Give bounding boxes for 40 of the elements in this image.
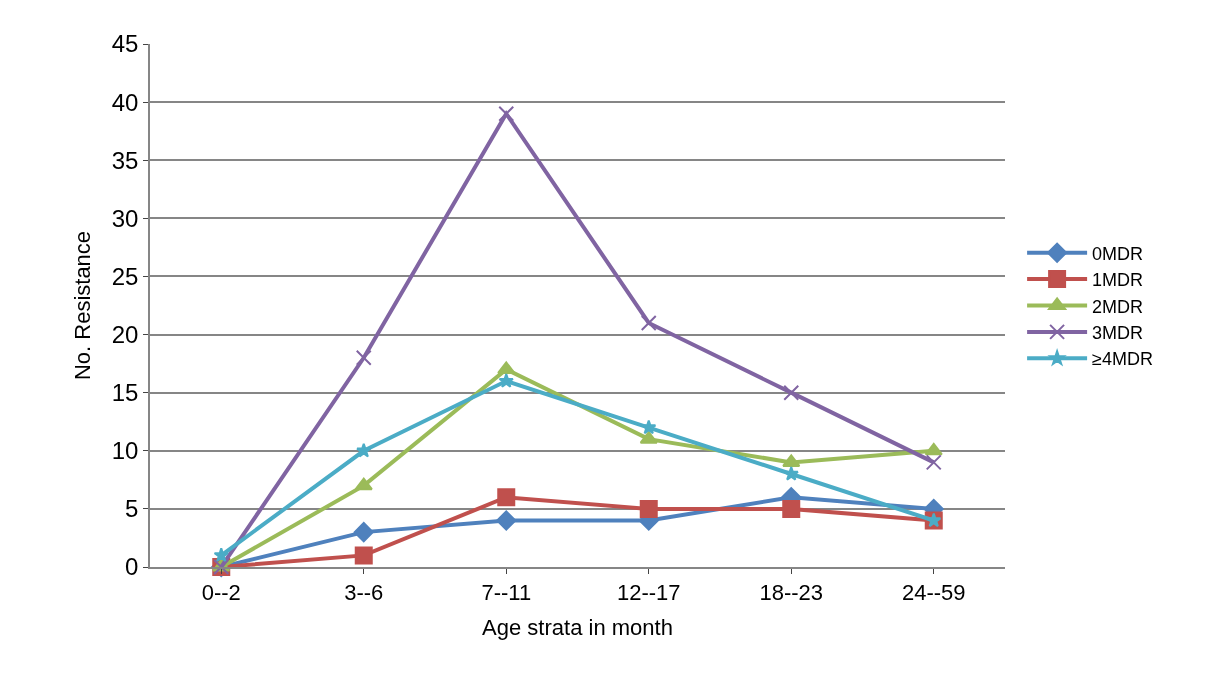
point: [354, 546, 373, 565]
point: [639, 499, 658, 518]
y-tick-label: 45: [111, 30, 139, 58]
legend-label: 2MDR: [1092, 296, 1144, 317]
y-tick-label: 35: [111, 146, 139, 174]
point: [213, 547, 229, 563]
point: [925, 454, 942, 471]
point: [924, 442, 943, 456]
x-tick-label: 7--11: [481, 580, 532, 606]
point: [497, 488, 516, 507]
x-axis-title: Age strata in month: [482, 614, 673, 640]
point: [640, 314, 657, 331]
x-tick-label: 0--2: [201, 580, 241, 606]
y-tick-label: 0: [125, 553, 139, 581]
y-tick-label: 15: [111, 379, 139, 407]
x-tick-label: 18--23: [759, 580, 824, 606]
point: [783, 384, 800, 401]
legend-label: ≥4MDR: [1092, 349, 1153, 370]
point: [641, 419, 657, 435]
y-tick-label: 40: [111, 88, 139, 116]
legend-label: 0MDR: [1092, 243, 1144, 264]
point: [355, 349, 372, 366]
y-tick-label: 20: [111, 320, 139, 348]
x-tick-label: 24--59: [901, 580, 966, 606]
y-tick-label: 30: [111, 204, 139, 232]
y-tick-label: 25: [111, 262, 139, 290]
point: [782, 499, 801, 518]
y-tick-label: 5: [125, 495, 139, 523]
x-tick-label: 3--6: [344, 580, 384, 606]
legend-label: 3MDR: [1092, 322, 1144, 343]
point: [498, 105, 515, 122]
point: [356, 442, 372, 458]
y-axis-title: No. Resistance: [70, 230, 96, 381]
y-tick-label: 10: [111, 437, 139, 465]
point: [496, 510, 517, 531]
point: [353, 522, 374, 543]
legend-label: 1MDR: [1092, 270, 1144, 291]
x-tick-label: 12--17: [616, 580, 681, 606]
point: [498, 373, 514, 388]
point: [354, 477, 373, 491]
